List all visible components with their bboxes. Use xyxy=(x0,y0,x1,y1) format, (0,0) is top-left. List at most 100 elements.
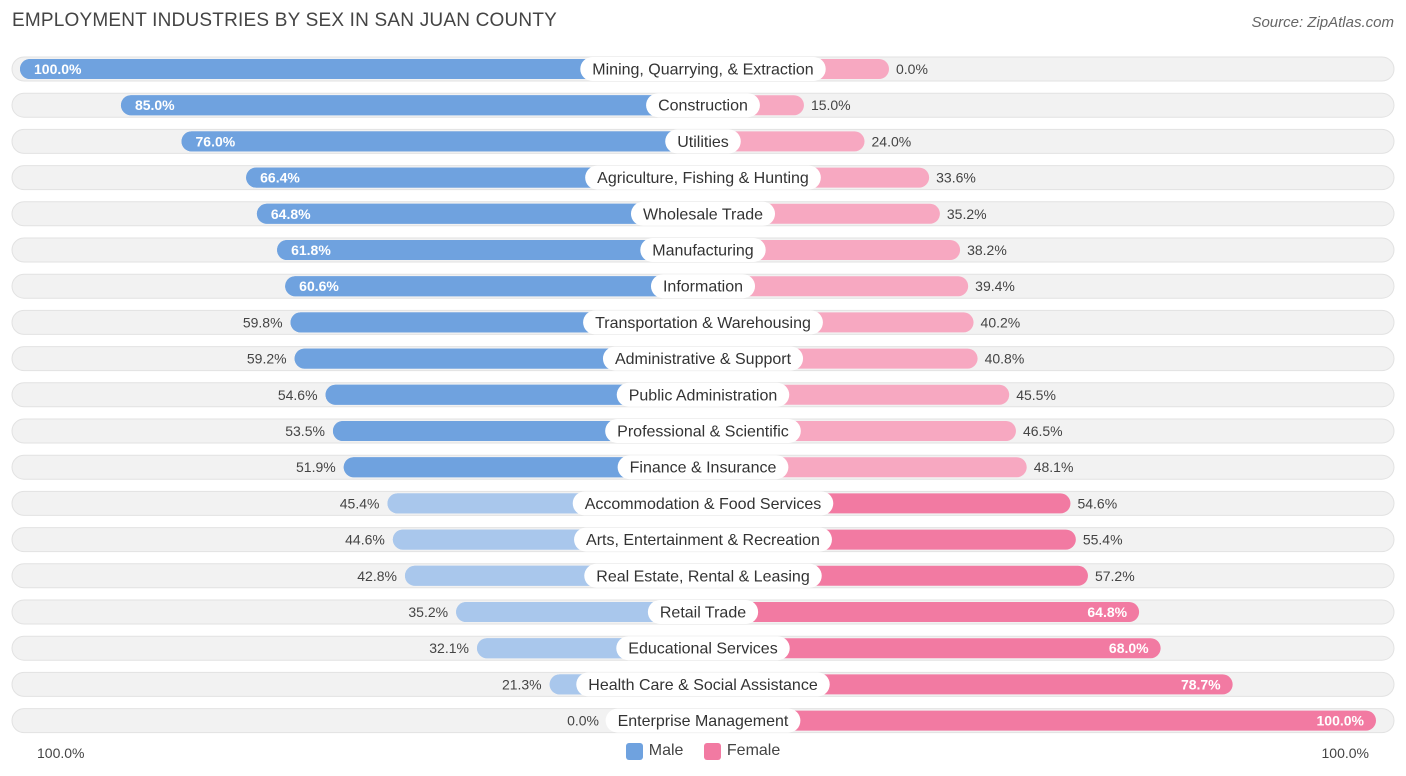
category-pill xyxy=(572,491,834,516)
axis-left-label: 100.0% xyxy=(37,745,84,761)
row-10: Professional & Scientific 53.5% 46.5% xyxy=(11,418,1395,444)
category-label: Mining, Quarrying, & Extraction xyxy=(592,62,813,79)
category-pill xyxy=(617,455,789,480)
female-bar xyxy=(693,602,1140,622)
female-value-label: 55.4% xyxy=(1083,532,1123,548)
category-label: Accommodation & Food Services xyxy=(585,496,822,513)
row-17: Health Care & Social Assistance 21.3% 78.7… xyxy=(11,671,1395,697)
category-label: Administrative & Support xyxy=(615,351,792,368)
female-value-label: 45.5% xyxy=(1016,387,1056,403)
female-value-label: 40.2% xyxy=(981,314,1021,330)
female-value-label: 40.8% xyxy=(985,351,1025,367)
legend-female-label: Female xyxy=(726,742,781,759)
female-value-label: 64.8% xyxy=(1087,604,1127,620)
category-pill xyxy=(640,238,766,262)
row-5: Manufacturing 61.8% 38.2% xyxy=(11,237,1395,263)
category-label: Retail Trade xyxy=(660,605,746,622)
row-1: Construction 85.0% 15.0% xyxy=(11,92,1395,118)
category-label: Utilities xyxy=(677,134,729,151)
category-label: Professional & Scientific xyxy=(617,424,789,441)
male-value-label: 54.6% xyxy=(278,387,318,403)
category-label: Manufacturing xyxy=(652,243,753,260)
category-pill xyxy=(574,527,832,552)
male-value-label: 100.0% xyxy=(34,61,82,77)
female-bar xyxy=(693,638,1161,659)
row-8: Administrative & Support 59.2% 40.8% xyxy=(11,346,1395,372)
male-bar-cap xyxy=(285,276,703,297)
male-bar-cap xyxy=(325,384,703,405)
category-pill xyxy=(646,93,760,118)
male-value-label: 0.0% xyxy=(567,713,599,729)
row-12: Accommodation & Food Services 45.4% 54.6% xyxy=(11,490,1395,516)
female-value-label: 54.6% xyxy=(1077,495,1117,511)
male-value-label: 59.8% xyxy=(243,314,283,330)
source-credit: Source: ZipAtlas.com xyxy=(1251,14,1394,31)
row-15: Retail Trade 35.2% 64.8% xyxy=(11,599,1395,625)
male-value-label: 59.2% xyxy=(247,351,287,367)
row-18: Enterprise Management 0.0% 100.0% xyxy=(11,708,1395,734)
category-label: Arts, Entertainment & Recreation xyxy=(586,532,820,549)
row-0: Mining, Quarrying, & Extraction 100.0% 0.0… xyxy=(11,56,1395,82)
male-bar-cap xyxy=(256,203,703,224)
row-14: Real Estate, Rental & Leasing 42.8% 57.2% xyxy=(11,563,1395,589)
female-value-label: 24.0% xyxy=(872,133,912,149)
male-bar-cap xyxy=(181,131,703,152)
category-label: Real Estate, Rental & Leasing xyxy=(596,568,809,585)
category-pill xyxy=(650,274,756,299)
male-value-label: 66.4% xyxy=(260,170,300,186)
female-value-label: 15.0% xyxy=(811,97,851,113)
male-value-label: 76.0% xyxy=(196,133,236,149)
female-value-label: 57.2% xyxy=(1095,568,1135,584)
category-pill xyxy=(605,419,801,443)
legend-male: Male xyxy=(625,742,684,760)
row-7: Transportation & Warehousing 59.8% 40.2% xyxy=(11,309,1395,335)
female-value-label: 33.6% xyxy=(936,170,976,186)
male-bar-cap xyxy=(20,59,703,79)
row-9: Public Administration 54.6% 45.5% xyxy=(11,382,1395,408)
male-value-label: 64.8% xyxy=(271,206,311,222)
male-bar-cap xyxy=(277,240,703,260)
legend-male-swatch xyxy=(625,742,643,760)
male-value-label: 53.5% xyxy=(285,423,325,439)
female-value-label: 39.4% xyxy=(975,278,1015,294)
legend: Male Female xyxy=(0,742,1406,765)
legend-female-swatch xyxy=(703,742,721,760)
row-13: Arts, Entertainment & Recreation 44.6% 55.… xyxy=(11,527,1395,553)
category-pill xyxy=(616,636,790,661)
chart-title: EMPLOYMENT INDUSTRIES BY SEX IN SAN JUAN… xyxy=(12,10,558,31)
category-label: Construction xyxy=(658,98,748,115)
male-bar-cap xyxy=(294,348,703,369)
male-value-label: 85.0% xyxy=(135,97,175,113)
category-label: Information xyxy=(663,279,743,296)
female-bar xyxy=(693,710,1376,731)
category-pill xyxy=(602,346,804,371)
male-value-label: 21.3% xyxy=(502,676,542,692)
male-value-label: 61.8% xyxy=(291,242,331,258)
category-pill xyxy=(647,600,759,624)
female-value-label: 35.2% xyxy=(947,206,987,222)
male-value-label: 51.9% xyxy=(296,459,336,475)
category-pill xyxy=(665,129,741,154)
female-value-label: 0.0% xyxy=(896,61,928,77)
category-label: Health Care & Social Assistance xyxy=(588,677,818,694)
male-value-label: 60.6% xyxy=(299,278,339,294)
row-16: Educational Services 32.1% 68.0% xyxy=(11,635,1395,661)
category-pill xyxy=(605,708,801,733)
category-label: Agriculture, Fishing & Hunting xyxy=(597,170,809,187)
legend-female: Female xyxy=(703,742,781,760)
female-value-label: 68.0% xyxy=(1109,640,1149,656)
male-value-label: 44.6% xyxy=(345,532,385,548)
male-value-label: 32.1% xyxy=(429,640,469,656)
male-bar-cap xyxy=(120,95,703,116)
row-6: Information 60.6% 39.4% xyxy=(11,273,1395,299)
legend-male-label: Male xyxy=(648,742,684,759)
female-value-label: 78.7% xyxy=(1181,676,1221,692)
axis-right-label: 100.0% xyxy=(1322,745,1369,761)
category-label: Public Administration xyxy=(629,387,778,404)
female-value-label: 46.5% xyxy=(1023,423,1063,439)
row-3: Agriculture, Fishing & Hunting 66.4% 33.6% xyxy=(11,165,1395,191)
row-11: Finance & Insurance 51.9% 48.1% xyxy=(11,454,1395,480)
category-label: Wholesale Trade xyxy=(643,206,763,223)
category-pill xyxy=(576,672,830,697)
